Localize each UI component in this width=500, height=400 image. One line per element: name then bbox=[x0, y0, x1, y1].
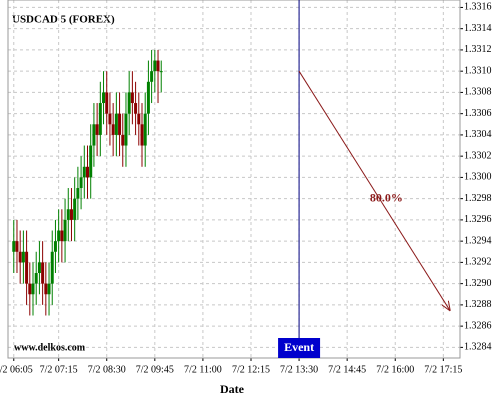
candle-body bbox=[21, 251, 25, 263]
candle-body bbox=[98, 103, 102, 135]
candle-body bbox=[118, 113, 122, 135]
candle-body bbox=[57, 230, 61, 242]
candle-body bbox=[137, 113, 141, 125]
x-tick-label: 7/2 11:00 bbox=[184, 364, 222, 375]
chart-title: USDCAD 5 (FOREX) bbox=[12, 14, 115, 26]
candle-body bbox=[31, 283, 35, 295]
candle-body bbox=[69, 209, 73, 220]
arrow-label: 80.0% bbox=[370, 190, 403, 204]
candle-body bbox=[28, 283, 32, 295]
candle-body bbox=[63, 219, 67, 242]
y-tick-label: 1.3308 bbox=[464, 87, 492, 98]
y-tick-label: 1.3306 bbox=[464, 108, 492, 119]
x-tick-label: 7/2 12:15 bbox=[232, 364, 270, 375]
x-axis-title: Date bbox=[220, 382, 245, 396]
candle-body bbox=[150, 71, 154, 82]
candle-body bbox=[44, 283, 48, 295]
candle-body bbox=[82, 166, 86, 178]
y-tick-label: 1.3294 bbox=[464, 235, 492, 246]
candle-body bbox=[18, 251, 22, 263]
x-tick-label: 7/2 16:00 bbox=[376, 364, 414, 375]
forecast-arrow bbox=[298, 70, 450, 310]
candle-body bbox=[47, 283, 51, 295]
y-tick-label: 1.3296 bbox=[464, 214, 492, 225]
candle-body bbox=[76, 188, 80, 199]
candle-body bbox=[89, 145, 93, 178]
candle-body bbox=[25, 251, 29, 284]
watermark: www.delkos.com bbox=[14, 342, 86, 353]
x-tick-label: 7/2 09:45 bbox=[136, 364, 174, 375]
y-tick-label: 1.3302 bbox=[464, 150, 492, 161]
candle-body bbox=[159, 71, 163, 73]
candle-body bbox=[153, 60, 157, 72]
candle-body bbox=[79, 177, 83, 189]
y-tick-label: 1.3290 bbox=[464, 278, 492, 289]
candle-body bbox=[37, 262, 41, 274]
candle-body bbox=[121, 134, 125, 146]
candle-body bbox=[86, 166, 90, 178]
candle-body bbox=[12, 241, 16, 252]
candle-body bbox=[34, 273, 38, 284]
candle-body bbox=[143, 113, 147, 146]
candle-body bbox=[105, 92, 109, 114]
x-tick-label: 7/2 08:30 bbox=[88, 364, 126, 375]
candle-body bbox=[111, 124, 115, 135]
y-tick-label: 1.3284 bbox=[464, 342, 492, 353]
candle-body bbox=[127, 92, 131, 114]
candle-body bbox=[130, 92, 134, 104]
event-box bbox=[278, 338, 321, 358]
candle-body bbox=[50, 251, 54, 284]
y-tick-label: 1.3304 bbox=[464, 129, 492, 140]
candle-body bbox=[124, 113, 128, 146]
candle-body bbox=[53, 241, 57, 252]
candle-body bbox=[73, 198, 77, 220]
x-tick-label: 7/2 06:05 bbox=[0, 364, 33, 375]
y-tick-label: 1.3286 bbox=[464, 320, 492, 331]
y-tick-label: 1.3300 bbox=[464, 172, 492, 183]
y-tick-label: 1.3314 bbox=[464, 23, 492, 34]
candle-body bbox=[114, 113, 118, 135]
y-tick-label: 1.3312 bbox=[464, 44, 492, 55]
candle-body bbox=[15, 241, 19, 252]
x-tick-label: 7/2 14:45 bbox=[328, 364, 366, 375]
candle-body bbox=[60, 230, 64, 242]
candle-body bbox=[92, 124, 96, 146]
candle-body bbox=[102, 92, 106, 104]
x-tick-label: 7/2 13:30 bbox=[280, 364, 318, 375]
y-tick-label: 1.3298 bbox=[464, 193, 492, 204]
candle-body bbox=[134, 103, 138, 114]
y-tick-label: 1.3316 bbox=[464, 2, 492, 13]
event-label: Event bbox=[284, 340, 314, 354]
candle-body bbox=[140, 124, 144, 146]
y-tick-label: 1.3288 bbox=[464, 299, 492, 310]
candle-body bbox=[108, 113, 112, 125]
y-tick-label: 1.3292 bbox=[464, 257, 492, 268]
plot-border bbox=[7, 0, 461, 359]
candle-body bbox=[95, 124, 99, 135]
candle-body bbox=[146, 81, 150, 114]
candle-body bbox=[41, 262, 45, 284]
x-tick-label: 7/2 07:15 bbox=[40, 364, 78, 375]
y-tick-label: 1.3310 bbox=[464, 65, 492, 76]
candle-body bbox=[156, 60, 160, 72]
candle-body bbox=[66, 209, 70, 220]
x-tick-label: 7/2 17:15 bbox=[424, 364, 462, 375]
